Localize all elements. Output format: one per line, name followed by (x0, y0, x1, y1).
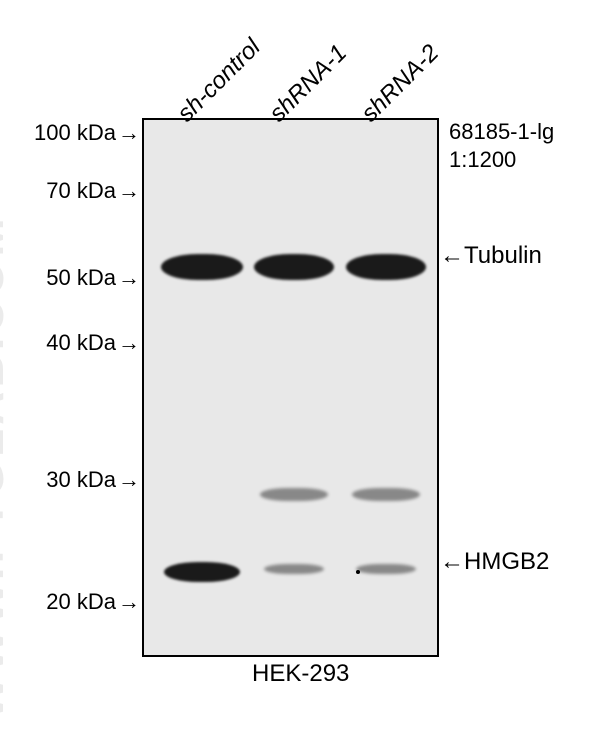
ladder-tick: 50 kDa→ (0, 265, 140, 291)
film-speck (356, 570, 360, 574)
lane-label: shRNA-1 (264, 39, 353, 128)
ladder-tick: 20 kDa→ (0, 589, 140, 615)
ladder-tick: 30 kDa→ (0, 467, 140, 493)
band-annotation: ←Tubulin (440, 242, 542, 270)
blot-membrane (142, 118, 439, 657)
wb-band (264, 564, 324, 574)
figure-canvas: WWW.PTGLAB.COM 68185-1-lg 1:1200 HEK-293… (0, 0, 600, 730)
cell-line-label: HEK-293 (252, 660, 349, 688)
wb-band (346, 254, 426, 280)
wb-band (254, 254, 334, 280)
antibody-info: 68185-1-lg 1:1200 (449, 118, 554, 173)
ladder-tick: 40 kDa→ (0, 330, 140, 356)
wb-band (356, 564, 416, 574)
wb-band (164, 562, 240, 582)
wb-band (352, 488, 420, 501)
ladder-tick: 70 kDa→ (0, 178, 140, 204)
band-annotation: ←HMGB2 (440, 548, 549, 576)
wb-band (161, 254, 243, 280)
antibody-dilution: 1:1200 (449, 146, 554, 174)
lane-label: shRNA-2 (356, 39, 445, 128)
ladder-tick: 100 kDa→ (0, 120, 140, 146)
antibody-catalog: 68185-1-lg (449, 118, 554, 146)
lane-label: sh-control (172, 34, 266, 128)
wb-band (260, 488, 328, 501)
